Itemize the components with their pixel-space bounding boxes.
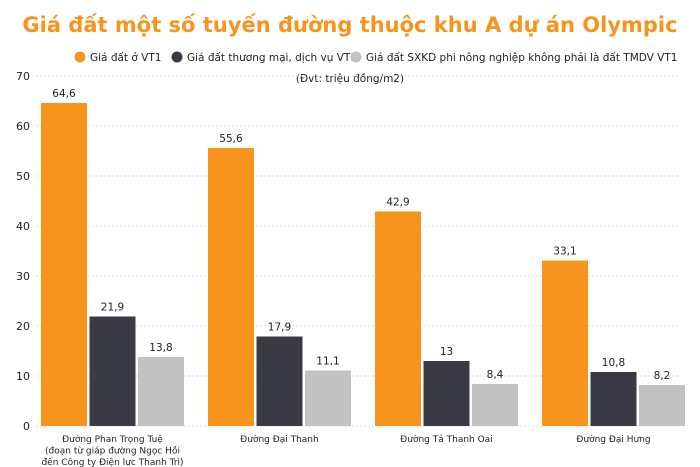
- legend-swatch: [74, 51, 86, 63]
- bar-value-label: 64,6: [52, 88, 76, 100]
- bar: [639, 385, 685, 426]
- category-label: Đường Phan Trọng Tuệ: [62, 434, 163, 445]
- legend-label: Giá đất ở VT1: [90, 52, 161, 64]
- category-label: Đường Đại Hưng: [576, 434, 650, 445]
- bar: [89, 316, 136, 426]
- bars: 64,6 21,9 13,8 55,6 17,9 11,1 42,9 13 8,4 33,1 10,…: [41, 88, 685, 426]
- bar: [542, 260, 588, 426]
- category-label: (đoạn từ giáp đường Ngọc Hồi: [45, 446, 180, 457]
- bar: [208, 148, 254, 426]
- y-tick-label: 0: [23, 420, 30, 433]
- bar-value-label: 42,9: [386, 197, 409, 209]
- legend: Giá đất ở VT1 Giá đất thương mại, dịch vụ…: [74, 51, 677, 64]
- y-tick-label: 50: [16, 170, 30, 183]
- x-axis: Đường Phan Trọng Tuệ(đoạn từ giáp đường …: [41, 434, 650, 467]
- y-axis: 0 10 20 30 40 50 60 70: [16, 70, 30, 433]
- bar-value-label: 21,9: [101, 302, 124, 314]
- bar: [305, 370, 351, 426]
- category-label: đến Công ty Điện lực Thanh Trì): [41, 457, 183, 467]
- bar: [472, 384, 518, 426]
- legend-item: Giá đất thương mại, dịch vụ VT1: [171, 51, 357, 64]
- category-label: Đường Đại Thanh: [240, 434, 318, 445]
- bar-value-label: 17,9: [268, 322, 291, 334]
- bar-value-label: 8,2: [654, 370, 671, 382]
- chart-title: Giá đất một số tuyến đường thuộc khu A d…: [22, 13, 677, 37]
- y-tick-label: 70: [16, 70, 30, 83]
- legend-item: Giá đất ở VT1: [74, 51, 161, 64]
- unit-note: (Đvt: triệu đồng/m2): [296, 73, 404, 85]
- bar: [41, 103, 87, 426]
- bar-value-label: 13: [440, 346, 453, 358]
- bar-value-label: 11,1: [316, 356, 339, 368]
- bar-value-label: 55,6: [219, 133, 243, 145]
- legend-label: Giá đất thương mại, dịch vụ VT1: [187, 52, 357, 64]
- y-tick-label: 60: [16, 120, 30, 133]
- bar: [138, 357, 184, 426]
- bar-value-label: 33,1: [553, 246, 576, 258]
- legend-swatch: [350, 51, 362, 63]
- legend-item: Giá đất SXKD phi nông nghiệp không phải …: [350, 51, 677, 64]
- y-tick-label: 10: [16, 370, 30, 383]
- bar: [375, 211, 421, 426]
- y-tick-label: 20: [16, 320, 30, 333]
- bar: [256, 336, 303, 426]
- category-label: Đường Tả Thanh Oai: [400, 434, 492, 445]
- bar: [423, 361, 470, 426]
- bar-value-label: 10,8: [602, 357, 625, 369]
- bar: [590, 372, 637, 426]
- bar-value-label: 8,4: [487, 369, 504, 381]
- legend-label: Giá đất SXKD phi nông nghiệp không phải …: [366, 52, 677, 64]
- bar-value-label: 13,8: [149, 342, 172, 354]
- y-tick-label: 30: [16, 270, 30, 283]
- legend-swatch: [171, 51, 183, 63]
- y-tick-label: 40: [16, 220, 30, 233]
